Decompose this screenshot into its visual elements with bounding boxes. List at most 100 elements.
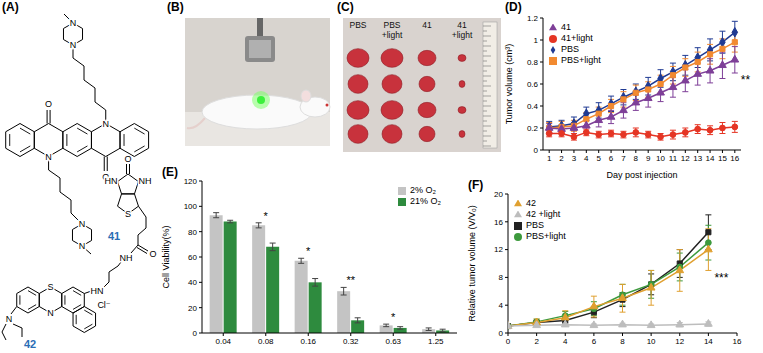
svg-text:40: 40: [188, 278, 197, 287]
svg-text:0: 0: [534, 146, 539, 155]
svg-text:N: N: [79, 219, 86, 229]
svg-text:10: 10: [647, 337, 656, 346]
html-text:(A): (A): [2, 0, 19, 14]
svg-text:PBS: PBS: [383, 20, 400, 30]
svg-text:HN: HN: [105, 176, 118, 186]
svg-text:O: O: [124, 154, 131, 164]
svg-text:4: 4: [563, 337, 568, 346]
svg-text:14: 14: [704, 337, 713, 346]
svg-text:0.08: 0.08: [258, 337, 274, 346]
svg-text:0: 0: [506, 337, 511, 346]
svg-text:5: 5: [596, 154, 601, 163]
svg-text:14: 14: [706, 154, 715, 163]
html-text:(F): (F): [468, 178, 484, 192]
html-text:(E): (E): [162, 165, 178, 179]
svg-text:0.4: 0.4: [527, 102, 539, 111]
svg-text:20: 20: [188, 304, 197, 313]
html-text:(B): (B): [167, 0, 184, 14]
svg-text:**: **: [346, 274, 355, 286]
svg-text:Day post injection: Day post injection: [606, 170, 677, 180]
svg-text:42: 42: [24, 338, 36, 350]
svg-text:8: 8: [634, 154, 639, 163]
svg-text:N: N: [102, 119, 109, 129]
svg-text:NH: NH: [139, 176, 152, 186]
svg-text:0: 0: [499, 329, 504, 338]
svg-text:1.25: 1.25: [428, 337, 444, 346]
svg-text:15: 15: [718, 154, 727, 163]
html-text:21% O₂: 21% O₂: [410, 196, 441, 206]
svg-text:8: 8: [499, 273, 504, 282]
svg-text:Relative tumor volume (V/V₀): Relative tumor volume (V/V₀): [467, 205, 477, 321]
svg-text:8: 8: [620, 337, 625, 346]
svg-text:*: *: [391, 311, 396, 323]
svg-text:9: 9: [646, 154, 651, 163]
svg-text:**: **: [741, 73, 751, 87]
svg-text:60: 60: [188, 253, 197, 262]
html-text:2% O₂: 2% O₂: [410, 185, 436, 195]
svg-text:N: N: [45, 152, 52, 162]
svg-text:HN: HN: [91, 286, 104, 296]
svg-text:100: 100: [184, 202, 198, 211]
svg-text:S: S: [47, 282, 53, 292]
svg-text:4: 4: [499, 301, 504, 310]
svg-text:Cl⁻: Cl⁻: [97, 300, 110, 310]
svg-text:PBS: PBS: [349, 20, 366, 30]
svg-text:+light: +light: [452, 30, 473, 40]
svg-text:12: 12: [681, 154, 690, 163]
svg-text:0.16: 0.16: [300, 337, 316, 346]
svg-text:2: 2: [559, 154, 564, 163]
svg-text:11: 11: [669, 154, 678, 163]
svg-text:0: 0: [193, 329, 198, 338]
html-text:41+light: 41+light: [561, 33, 593, 43]
svg-text:0.8: 0.8: [527, 58, 539, 67]
svg-text:+light: +light: [382, 30, 403, 40]
svg-text:1: 1: [547, 154, 552, 163]
html-text:41: 41: [561, 22, 571, 32]
svg-text:1.2: 1.2: [527, 14, 539, 23]
svg-text:6: 6: [609, 154, 614, 163]
svg-text:Cell Viability(%): Cell Viability(%): [161, 226, 171, 289]
svg-text:3: 3: [572, 154, 577, 163]
svg-text:0.2: 0.2: [527, 124, 539, 133]
svg-text:2: 2: [534, 337, 539, 346]
svg-text:7: 7: [621, 154, 626, 163]
svg-text:16: 16: [494, 218, 503, 227]
html-text:PBS: PBS: [561, 44, 579, 54]
svg-text:***: ***: [714, 271, 728, 285]
svg-text:80: 80: [188, 228, 197, 237]
svg-text:4: 4: [584, 154, 589, 163]
svg-text:N: N: [70, 40, 77, 50]
svg-text:NH: NH: [120, 253, 133, 263]
svg-text:41: 41: [422, 20, 432, 30]
svg-text:N: N: [70, 18, 77, 28]
svg-text:20: 20: [494, 190, 503, 199]
html-text:(C): (C): [337, 0, 354, 14]
svg-text:6: 6: [592, 337, 597, 346]
svg-text:O: O: [149, 249, 156, 259]
svg-text:41: 41: [457, 20, 467, 30]
html-text:(D): (D): [505, 0, 522, 14]
svg-text:12: 12: [675, 337, 684, 346]
svg-text:Tumor volume (cm³): Tumor volume (cm³): [504, 44, 514, 125]
svg-text:16: 16: [733, 337, 742, 346]
svg-text:N: N: [47, 308, 54, 318]
svg-text:12: 12: [494, 245, 503, 254]
svg-text:16: 16: [730, 154, 739, 163]
svg-text:0.04: 0.04: [215, 337, 231, 346]
svg-text:*: *: [264, 210, 269, 222]
svg-text:N: N: [6, 314, 13, 324]
svg-text:*: *: [306, 245, 311, 257]
svg-text:N: N: [79, 241, 86, 251]
svg-text:S: S: [125, 209, 131, 219]
svg-text:10: 10: [656, 154, 665, 163]
svg-text:0.32: 0.32: [343, 337, 359, 346]
svg-text:13: 13: [693, 154, 702, 163]
html-text:42: 42: [526, 198, 536, 208]
svg-text:0.6: 0.6: [527, 80, 539, 89]
html-text:PBS+light: PBS+light: [561, 55, 601, 65]
svg-text:120: 120: [184, 177, 198, 186]
svg-text:41: 41: [108, 230, 120, 242]
svg-text:0.63: 0.63: [385, 337, 401, 346]
svg-text:O: O: [45, 99, 52, 109]
svg-text:1: 1: [534, 36, 539, 45]
